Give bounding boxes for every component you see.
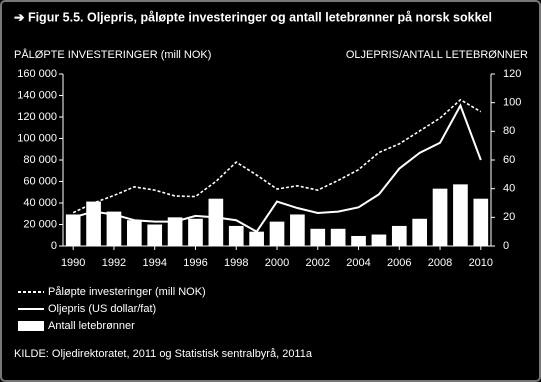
bar xyxy=(106,211,122,246)
x-tick-label: 2008 xyxy=(428,257,452,269)
bar xyxy=(208,198,224,246)
bar xyxy=(351,235,366,246)
y2-tick-label: 60 xyxy=(503,154,515,166)
bar xyxy=(432,188,448,246)
bar xyxy=(473,198,489,246)
x-tick-label: 1992 xyxy=(102,257,126,269)
y-tick-label: 80 000 xyxy=(23,154,57,166)
y2-tick-label: 40 xyxy=(503,183,515,195)
legend-label: Påløpte investeringer (mill NOK) xyxy=(48,286,206,298)
x-tick-label: 2000 xyxy=(265,257,289,269)
bar xyxy=(453,184,468,246)
y-tick-label: 120 000 xyxy=(17,111,57,123)
y-tick-label: 0 xyxy=(51,240,57,252)
bar xyxy=(371,234,387,246)
bar xyxy=(330,228,346,246)
x-tick-label: 1994 xyxy=(142,257,166,269)
x-tick-label: 1998 xyxy=(224,257,248,269)
legend-swatch xyxy=(18,321,44,331)
bar xyxy=(391,225,407,246)
bar xyxy=(147,224,163,246)
legend-label: Antall letebrønner xyxy=(48,320,135,332)
x-tick-label: 2002 xyxy=(306,257,330,269)
x-tick-label: 1990 xyxy=(61,257,85,269)
y-tick-label: 60 000 xyxy=(23,175,57,187)
legend-label: Oljepris (US dollar/fat) xyxy=(48,303,156,315)
x-tick-label: 1996 xyxy=(183,257,207,269)
y-tick-label: 160 000 xyxy=(17,68,57,80)
bar xyxy=(290,214,305,246)
bar xyxy=(310,228,326,246)
chart-title: ➔ Figur 5.5. Oljepris, påløpte investeri… xyxy=(14,10,492,24)
line xyxy=(72,98,482,214)
line xyxy=(72,103,482,233)
y2-tick-label: 20 xyxy=(503,211,515,223)
y2-axis-label: OLJEPRIS/ANTALL LETEBRØNNER xyxy=(346,49,528,61)
y2-tick-label: 120 xyxy=(503,68,521,80)
bar xyxy=(167,217,183,246)
x-tick-label: 2010 xyxy=(469,257,493,269)
source: KILDE: Oljedirektoratet, 2011 og Statist… xyxy=(14,348,313,360)
x-tick-label: 2004 xyxy=(346,257,370,269)
x-tick-label: 2006 xyxy=(387,257,411,269)
y-axis-label: PÅLØPTE INVESTERINGER (mill NOK) xyxy=(14,48,211,61)
bar xyxy=(228,225,244,246)
y-tick-label: 40 000 xyxy=(23,197,57,209)
y2-tick-label: 100 xyxy=(503,97,521,109)
y-tick-label: 140 000 xyxy=(17,89,57,101)
y2-tick-label: 0 xyxy=(503,240,509,252)
bar xyxy=(126,220,142,246)
bar xyxy=(269,221,285,246)
bar xyxy=(249,231,264,246)
y-tick-label: 100 000 xyxy=(17,132,57,144)
bar xyxy=(412,218,428,246)
bar xyxy=(188,218,203,246)
y-tick-label: 20 000 xyxy=(23,218,57,230)
y2-tick-label: 80 xyxy=(503,125,515,137)
bar xyxy=(86,201,101,246)
bar xyxy=(65,214,81,246)
